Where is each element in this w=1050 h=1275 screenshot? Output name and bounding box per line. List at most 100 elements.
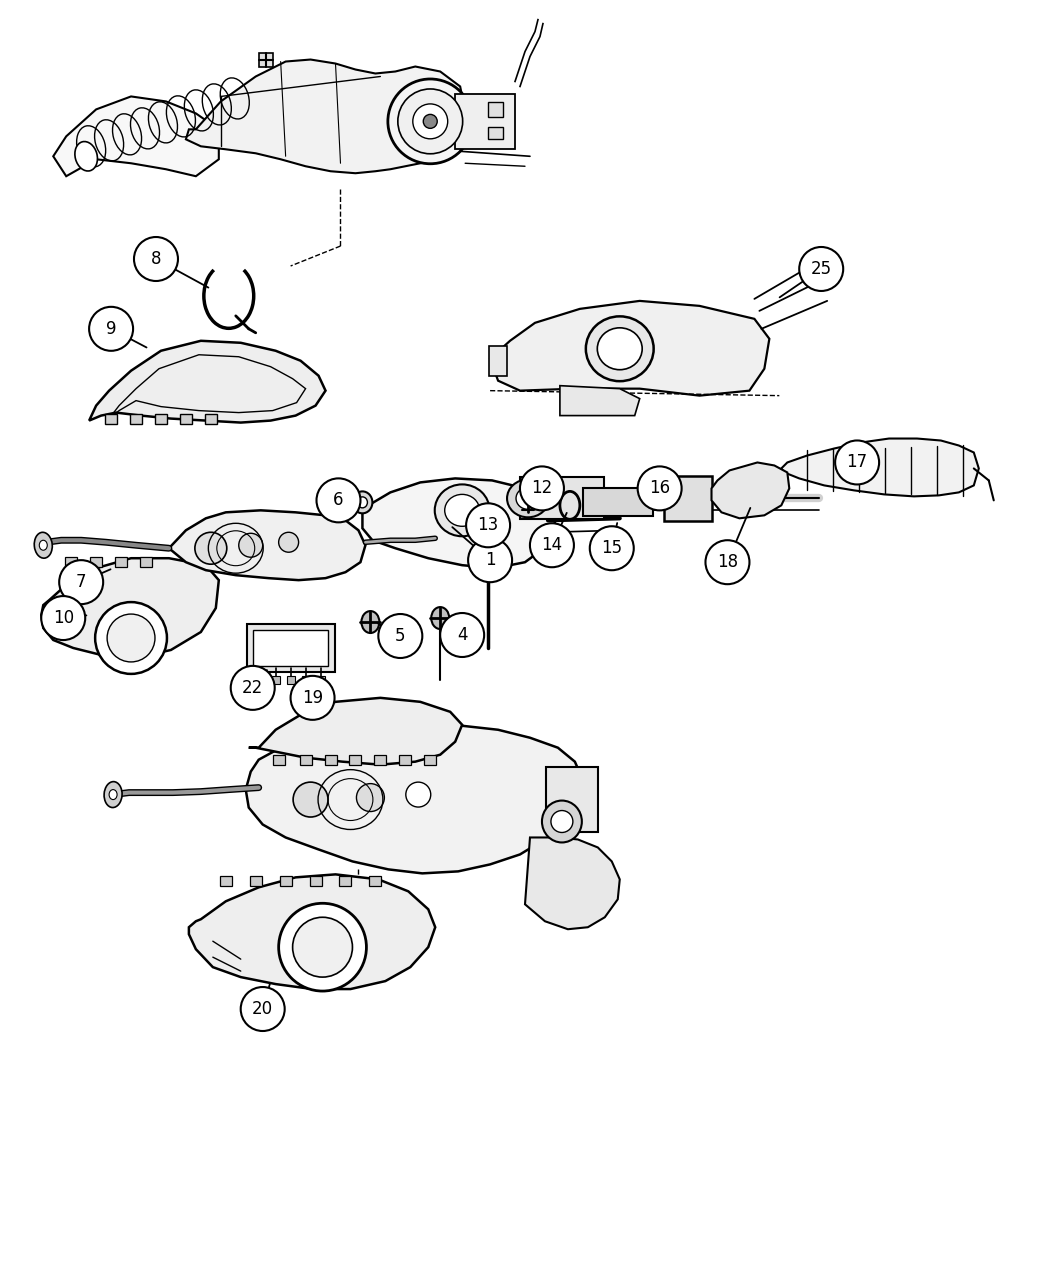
Ellipse shape bbox=[551, 811, 573, 833]
FancyBboxPatch shape bbox=[258, 52, 273, 66]
Ellipse shape bbox=[361, 611, 379, 632]
FancyBboxPatch shape bbox=[155, 413, 167, 423]
FancyBboxPatch shape bbox=[350, 755, 361, 765]
Polygon shape bbox=[186, 60, 465, 173]
FancyBboxPatch shape bbox=[140, 557, 152, 567]
Circle shape bbox=[468, 538, 512, 583]
FancyBboxPatch shape bbox=[339, 876, 352, 886]
Text: 17: 17 bbox=[846, 454, 867, 472]
Polygon shape bbox=[41, 558, 218, 658]
Text: 19: 19 bbox=[302, 688, 323, 706]
Text: 7: 7 bbox=[76, 574, 86, 592]
FancyBboxPatch shape bbox=[205, 413, 216, 423]
Ellipse shape bbox=[195, 532, 227, 565]
FancyBboxPatch shape bbox=[487, 128, 503, 139]
Circle shape bbox=[530, 523, 574, 567]
FancyBboxPatch shape bbox=[310, 876, 321, 886]
FancyBboxPatch shape bbox=[301, 676, 310, 683]
FancyBboxPatch shape bbox=[664, 476, 712, 520]
Circle shape bbox=[240, 987, 285, 1031]
Text: 12: 12 bbox=[531, 479, 552, 497]
Ellipse shape bbox=[109, 789, 118, 799]
FancyBboxPatch shape bbox=[456, 94, 516, 149]
Text: 22: 22 bbox=[243, 678, 264, 697]
FancyBboxPatch shape bbox=[489, 346, 507, 376]
FancyBboxPatch shape bbox=[370, 876, 381, 886]
Circle shape bbox=[440, 613, 484, 657]
Text: 1: 1 bbox=[485, 551, 496, 569]
FancyBboxPatch shape bbox=[324, 755, 336, 765]
Text: 25: 25 bbox=[811, 260, 832, 278]
FancyBboxPatch shape bbox=[219, 876, 232, 886]
Circle shape bbox=[378, 615, 422, 658]
Ellipse shape bbox=[353, 491, 373, 514]
Ellipse shape bbox=[96, 602, 167, 674]
FancyBboxPatch shape bbox=[253, 630, 328, 666]
Polygon shape bbox=[54, 97, 218, 176]
Polygon shape bbox=[525, 838, 620, 929]
Ellipse shape bbox=[398, 89, 463, 154]
Ellipse shape bbox=[542, 801, 582, 843]
FancyBboxPatch shape bbox=[105, 413, 118, 423]
FancyBboxPatch shape bbox=[273, 755, 285, 765]
Circle shape bbox=[466, 504, 510, 547]
Ellipse shape bbox=[586, 316, 654, 381]
Ellipse shape bbox=[238, 533, 262, 557]
Circle shape bbox=[134, 237, 177, 280]
Ellipse shape bbox=[35, 532, 52, 558]
Ellipse shape bbox=[507, 479, 549, 518]
Polygon shape bbox=[246, 724, 582, 873]
FancyBboxPatch shape bbox=[90, 557, 102, 567]
Ellipse shape bbox=[104, 782, 122, 807]
Polygon shape bbox=[560, 385, 639, 416]
Circle shape bbox=[231, 666, 275, 710]
FancyBboxPatch shape bbox=[316, 676, 324, 683]
FancyBboxPatch shape bbox=[424, 755, 436, 765]
Ellipse shape bbox=[445, 495, 480, 527]
Circle shape bbox=[89, 307, 133, 351]
Ellipse shape bbox=[278, 532, 298, 552]
FancyBboxPatch shape bbox=[65, 557, 78, 567]
Polygon shape bbox=[169, 510, 365, 580]
Polygon shape bbox=[480, 533, 496, 542]
Polygon shape bbox=[362, 478, 554, 569]
Text: 8: 8 bbox=[151, 250, 162, 268]
Circle shape bbox=[291, 676, 335, 720]
Text: 5: 5 bbox=[395, 627, 405, 645]
Circle shape bbox=[520, 467, 564, 510]
Text: 10: 10 bbox=[52, 609, 74, 627]
FancyBboxPatch shape bbox=[546, 768, 597, 833]
FancyBboxPatch shape bbox=[116, 557, 127, 567]
Circle shape bbox=[835, 440, 879, 484]
Text: 6: 6 bbox=[333, 491, 343, 510]
Text: 13: 13 bbox=[478, 516, 499, 534]
FancyBboxPatch shape bbox=[299, 755, 312, 765]
Polygon shape bbox=[89, 340, 326, 422]
Ellipse shape bbox=[107, 615, 155, 662]
Text: 9: 9 bbox=[106, 320, 117, 338]
Circle shape bbox=[799, 247, 843, 291]
FancyBboxPatch shape bbox=[481, 537, 496, 548]
Polygon shape bbox=[712, 463, 790, 519]
Circle shape bbox=[59, 560, 103, 604]
Ellipse shape bbox=[75, 142, 98, 171]
Text: 20: 20 bbox=[252, 1000, 273, 1017]
Ellipse shape bbox=[405, 782, 430, 807]
Ellipse shape bbox=[432, 607, 449, 629]
Polygon shape bbox=[189, 875, 436, 989]
Text: 15: 15 bbox=[602, 539, 623, 557]
Circle shape bbox=[637, 467, 681, 510]
Ellipse shape bbox=[516, 487, 540, 509]
Ellipse shape bbox=[39, 541, 47, 551]
FancyBboxPatch shape bbox=[399, 755, 412, 765]
FancyBboxPatch shape bbox=[272, 676, 279, 683]
Ellipse shape bbox=[387, 79, 472, 163]
Ellipse shape bbox=[423, 115, 437, 129]
Ellipse shape bbox=[597, 328, 643, 370]
FancyBboxPatch shape bbox=[256, 676, 265, 683]
Ellipse shape bbox=[356, 784, 384, 812]
FancyBboxPatch shape bbox=[487, 102, 503, 117]
Polygon shape bbox=[249, 697, 462, 765]
FancyBboxPatch shape bbox=[247, 623, 335, 672]
Ellipse shape bbox=[293, 917, 353, 977]
